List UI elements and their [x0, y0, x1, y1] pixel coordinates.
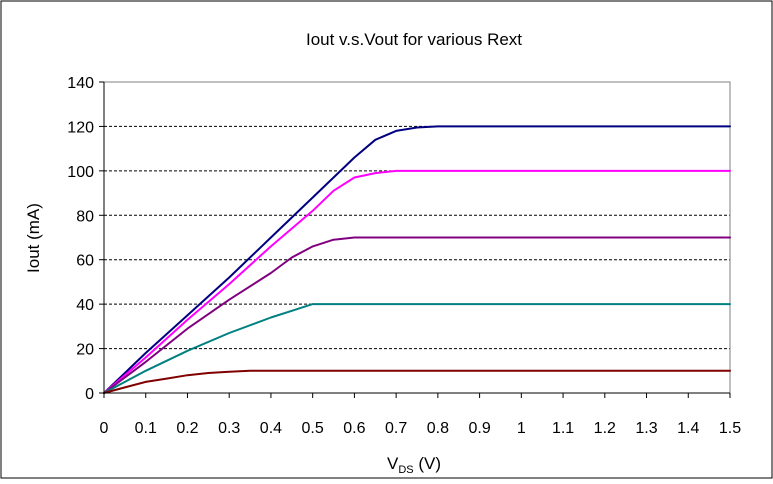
x-tick-label: 0.8 [427, 420, 449, 437]
x-tick-label: 0.6 [343, 420, 365, 437]
x-tick-label: 0 [100, 420, 109, 437]
x-tick-label: 1.5 [719, 420, 741, 437]
y-tick-label: 60 [76, 253, 94, 270]
series-line-1 [103, 125, 731, 394]
x-tick-label: 0.1 [135, 420, 157, 437]
x-tick-label: 1.2 [594, 420, 616, 437]
y-tick-label: 20 [76, 342, 94, 359]
x-tick-label: 1.1 [552, 420, 574, 437]
y-tick-label: 120 [67, 119, 94, 136]
x-axis-label-main: V [387, 454, 399, 473]
x-tick-label: 1.3 [635, 420, 657, 437]
x-axis-label-subscript: DS [398, 464, 413, 476]
chart-title: Iout v.s.Vout for various Rext [306, 30, 522, 49]
y-tick-label: 80 [76, 208, 94, 225]
y-axis-label: Iout (mA) [24, 203, 43, 273]
axes: 0 20 40 60 80 100 120 140 0 0.1 0.2 0.3 0.4 0.5 0.6 0.7… [67, 75, 741, 437]
series-line-3 [103, 236, 731, 394]
x-tick-label: 0.5 [302, 420, 324, 437]
y-tick-label: 40 [76, 297, 94, 314]
series-line-2 [103, 169, 731, 394]
x-axis-label: VDS (V) [387, 454, 441, 476]
x-tick-label: 0.2 [176, 420, 198, 437]
series-group [103, 125, 731, 394]
x-axis-label-unit: (V) [414, 454, 441, 473]
series-line-4 [103, 303, 731, 394]
y-tick-label: 100 [67, 164, 94, 181]
x-tick-label: 0.4 [260, 420, 282, 437]
y-tick-label: 0 [85, 386, 94, 403]
x-tick-label: 0.3 [218, 420, 240, 437]
x-tick-label: 0.9 [468, 420, 490, 437]
series-line-5 [103, 369, 731, 394]
x-tick-label: 1.4 [677, 420, 699, 437]
y-tick-label: 140 [67, 75, 94, 92]
x-tick-label: 0.7 [385, 420, 407, 437]
x-tick-label: 1 [517, 420, 526, 437]
